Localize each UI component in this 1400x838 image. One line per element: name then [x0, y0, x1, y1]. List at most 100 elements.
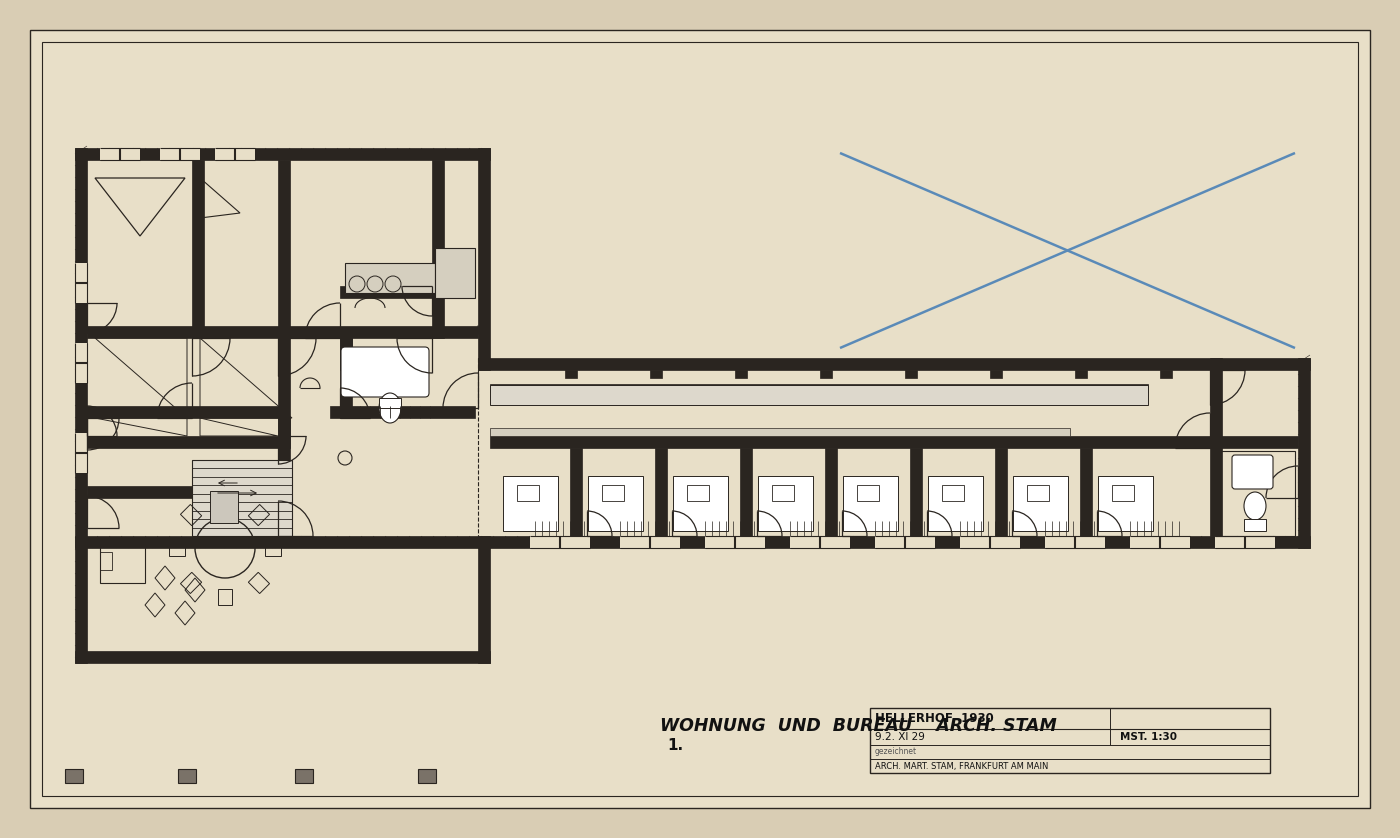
Bar — [1210, 358, 1222, 536]
Bar — [218, 493, 232, 509]
Bar — [330, 406, 475, 418]
Bar — [87, 326, 477, 338]
Bar — [843, 476, 897, 531]
Bar — [435, 248, 475, 298]
Bar — [942, 485, 965, 501]
Bar — [477, 148, 490, 358]
Bar — [790, 536, 850, 548]
Bar — [1112, 485, 1134, 501]
Bar — [87, 486, 202, 498]
Bar — [531, 536, 589, 548]
Bar — [570, 448, 582, 536]
Bar — [588, 476, 643, 531]
Bar — [340, 286, 435, 298]
Bar — [655, 448, 666, 536]
Bar — [1028, 485, 1049, 501]
Bar — [279, 418, 290, 536]
Bar — [99, 148, 140, 160]
Bar — [76, 651, 490, 663]
Bar — [687, 485, 708, 501]
Text: gezeichnet: gezeichnet — [875, 747, 917, 757]
Bar — [64, 769, 83, 783]
Bar — [248, 572, 270, 593]
Bar — [178, 769, 196, 783]
Bar — [419, 769, 435, 783]
Bar — [76, 433, 87, 473]
Bar — [99, 545, 146, 583]
Bar — [192, 460, 293, 536]
Bar — [248, 504, 270, 525]
Bar — [87, 436, 281, 448]
Bar — [76, 263, 87, 303]
Bar — [87, 406, 287, 418]
Bar — [650, 370, 662, 378]
Bar — [490, 428, 1070, 436]
Bar — [210, 491, 238, 523]
Bar — [433, 160, 444, 338]
Bar — [820, 370, 832, 378]
Bar — [928, 476, 983, 531]
Bar — [1079, 448, 1092, 536]
Bar — [602, 485, 624, 501]
Bar — [1075, 370, 1086, 378]
Bar — [279, 160, 290, 338]
Bar — [490, 384, 1148, 392]
Bar — [477, 536, 490, 663]
Bar — [169, 542, 185, 556]
Bar — [735, 370, 748, 378]
Bar — [340, 338, 351, 370]
Bar — [1130, 536, 1190, 548]
Bar — [99, 552, 112, 570]
Bar — [181, 572, 202, 593]
Bar — [76, 536, 1310, 548]
Bar — [42, 42, 1358, 796]
Bar — [1245, 519, 1266, 531]
Bar — [869, 708, 1270, 773]
Bar — [265, 542, 281, 556]
Bar — [76, 148, 87, 663]
Bar — [910, 448, 923, 536]
Bar — [960, 536, 1021, 548]
Bar — [76, 343, 87, 383]
Text: HELLERHOF  1930: HELLERHOF 1930 — [875, 711, 994, 725]
Bar — [741, 448, 752, 536]
Bar — [620, 536, 680, 548]
Bar — [673, 476, 728, 531]
Bar — [995, 448, 1007, 536]
Bar — [181, 504, 202, 525]
Bar — [706, 536, 764, 548]
Bar — [279, 506, 290, 536]
Bar — [517, 485, 539, 501]
Bar — [857, 485, 879, 501]
Bar — [279, 418, 290, 448]
Text: ARCH. MART. STAM, FRANKFURT AM MAIN: ARCH. MART. STAM, FRANKFURT AM MAIN — [875, 762, 1049, 770]
FancyBboxPatch shape — [342, 347, 428, 397]
Bar — [1044, 536, 1105, 548]
Bar — [216, 148, 255, 160]
Text: WOHNUNG  UND  BUREAU    ARCH. STAM: WOHNUNG UND BUREAU ARCH. STAM — [659, 717, 1057, 735]
Bar — [990, 370, 1002, 378]
Bar — [875, 536, 935, 548]
Bar — [825, 448, 837, 536]
Bar — [344, 263, 435, 293]
Text: 9.2. XI 29: 9.2. XI 29 — [875, 732, 925, 742]
Bar — [490, 436, 1298, 448]
Bar — [771, 485, 794, 501]
FancyBboxPatch shape — [1232, 455, 1273, 489]
Bar — [503, 476, 559, 531]
Bar — [757, 476, 813, 531]
Bar — [1215, 451, 1295, 536]
Bar — [904, 370, 917, 378]
Bar — [477, 358, 490, 370]
Bar — [218, 589, 232, 605]
Bar — [160, 148, 200, 160]
Text: MST. 1:30: MST. 1:30 — [1120, 732, 1177, 742]
Bar — [490, 385, 1148, 405]
Bar — [192, 160, 204, 338]
Bar — [1014, 476, 1068, 531]
Bar — [477, 358, 1310, 370]
Bar — [1161, 370, 1172, 378]
Bar — [1215, 536, 1275, 548]
Bar — [295, 769, 314, 783]
Ellipse shape — [379, 393, 400, 423]
